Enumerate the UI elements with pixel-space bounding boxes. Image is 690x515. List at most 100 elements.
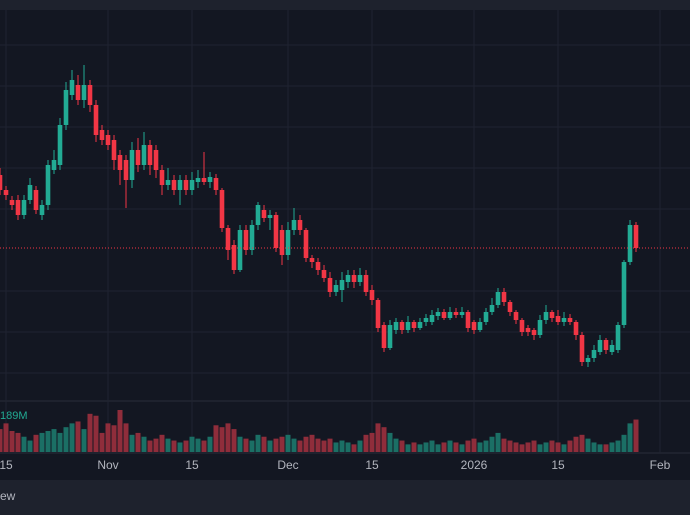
- volume-bar: [21, 436, 27, 452]
- candle-body: [351, 275, 357, 282]
- candle-body: [297, 220, 303, 230]
- volume-bar: [585, 438, 591, 452]
- candle-body: [507, 302, 513, 312]
- volume-bar: [117, 410, 123, 452]
- volume-bar: [609, 442, 615, 452]
- candle-body: [201, 178, 207, 182]
- volume-bar: [315, 438, 321, 452]
- volume-bar: [285, 434, 291, 452]
- candle-body: [477, 322, 483, 330]
- volume-bar: [483, 440, 489, 452]
- candle-body: [465, 312, 471, 328]
- volume-bar: [141, 436, 147, 452]
- candle-body: [429, 315, 435, 322]
- candle-body: [441, 312, 447, 318]
- candle-body: [423, 318, 429, 322]
- volume-bar: [387, 432, 393, 452]
- volume-bar: [375, 423, 381, 452]
- volume-bar: [369, 432, 375, 452]
- footer: [0, 480, 690, 515]
- candle-body: [243, 230, 249, 250]
- candle-body: [411, 322, 417, 328]
- candle-body: [237, 230, 243, 270]
- volume-bar: [471, 438, 477, 452]
- candle-body: [177, 180, 183, 190]
- candle-body: [471, 322, 477, 330]
- volume-bar: [327, 438, 333, 452]
- candle-body: [633, 225, 639, 248]
- volume-bar: [201, 440, 207, 452]
- candle-body: [285, 230, 291, 255]
- volume-bar: [333, 442, 339, 452]
- candle-body: [339, 280, 345, 290]
- candle-body: [261, 210, 267, 218]
- candle-body: [129, 150, 135, 180]
- volume-bar: [579, 434, 585, 452]
- volume-bar: [339, 440, 345, 452]
- candle-body: [9, 200, 15, 205]
- volume-bar: [399, 440, 405, 452]
- volume-bar: [261, 436, 267, 452]
- candle-body: [621, 262, 627, 325]
- volume-bar: [627, 423, 633, 452]
- candle-body: [279, 230, 285, 255]
- volume-bar: [177, 442, 183, 452]
- candle-body: [381, 325, 387, 348]
- volume-bar: [633, 419, 639, 452]
- candle-body: [63, 90, 69, 125]
- candle-body: [489, 305, 495, 312]
- candle-body: [567, 318, 573, 322]
- volume-bar: [549, 440, 555, 452]
- volume-bar: [351, 444, 357, 452]
- candle-body: [291, 220, 297, 230]
- volume-bar: [39, 432, 45, 452]
- candle-body: [39, 205, 45, 215]
- x-tick-label: 15: [0, 458, 13, 472]
- candle-body: [135, 150, 141, 165]
- volume-bar: [189, 436, 195, 452]
- volume-bar: [183, 440, 189, 452]
- volume-bar: [273, 438, 279, 452]
- candle-body: [579, 335, 585, 362]
- volume-bar: [255, 434, 261, 452]
- volume-bar: [507, 440, 513, 452]
- volume-bar: [45, 431, 51, 452]
- candle-body: [495, 292, 501, 305]
- volume-bar: [27, 440, 33, 452]
- candle-body: [69, 80, 75, 95]
- candle-body: [549, 312, 555, 318]
- volume-bar: [237, 436, 243, 452]
- candle-body: [405, 322, 411, 330]
- candle-body: [207, 177, 213, 182]
- candle-body: [417, 322, 423, 328]
- volume-bar: [417, 444, 423, 452]
- candle-body: [603, 340, 609, 350]
- volume-bar: [381, 427, 387, 452]
- volume-bar: [51, 429, 57, 452]
- volume-bar: [621, 434, 627, 452]
- volume-bar: [147, 440, 153, 452]
- volume-bar: [291, 438, 297, 452]
- candle-body: [327, 278, 333, 292]
- candle-body: [303, 230, 309, 258]
- candle-body: [219, 190, 225, 228]
- candle-body: [561, 318, 567, 322]
- candle-body: [387, 325, 393, 348]
- candle-body: [309, 258, 315, 262]
- candle-body: [537, 320, 543, 335]
- volume-bar: [543, 442, 549, 452]
- x-tick-label: 15: [365, 458, 379, 472]
- candle-body: [33, 190, 39, 210]
- candle-body: [93, 105, 99, 135]
- candle-body: [153, 150, 159, 170]
- volume-bar: [441, 442, 447, 452]
- volume-bar: [525, 442, 531, 452]
- volume-bar: [363, 434, 369, 452]
- volume-bar: [393, 438, 399, 452]
- candle-body: [369, 290, 375, 300]
- volume-bar: [129, 434, 135, 452]
- volume-bar: [279, 436, 285, 452]
- x-tick-label: Feb: [650, 458, 671, 472]
- volume-bar: [57, 432, 63, 452]
- candle-body: [525, 328, 531, 332]
